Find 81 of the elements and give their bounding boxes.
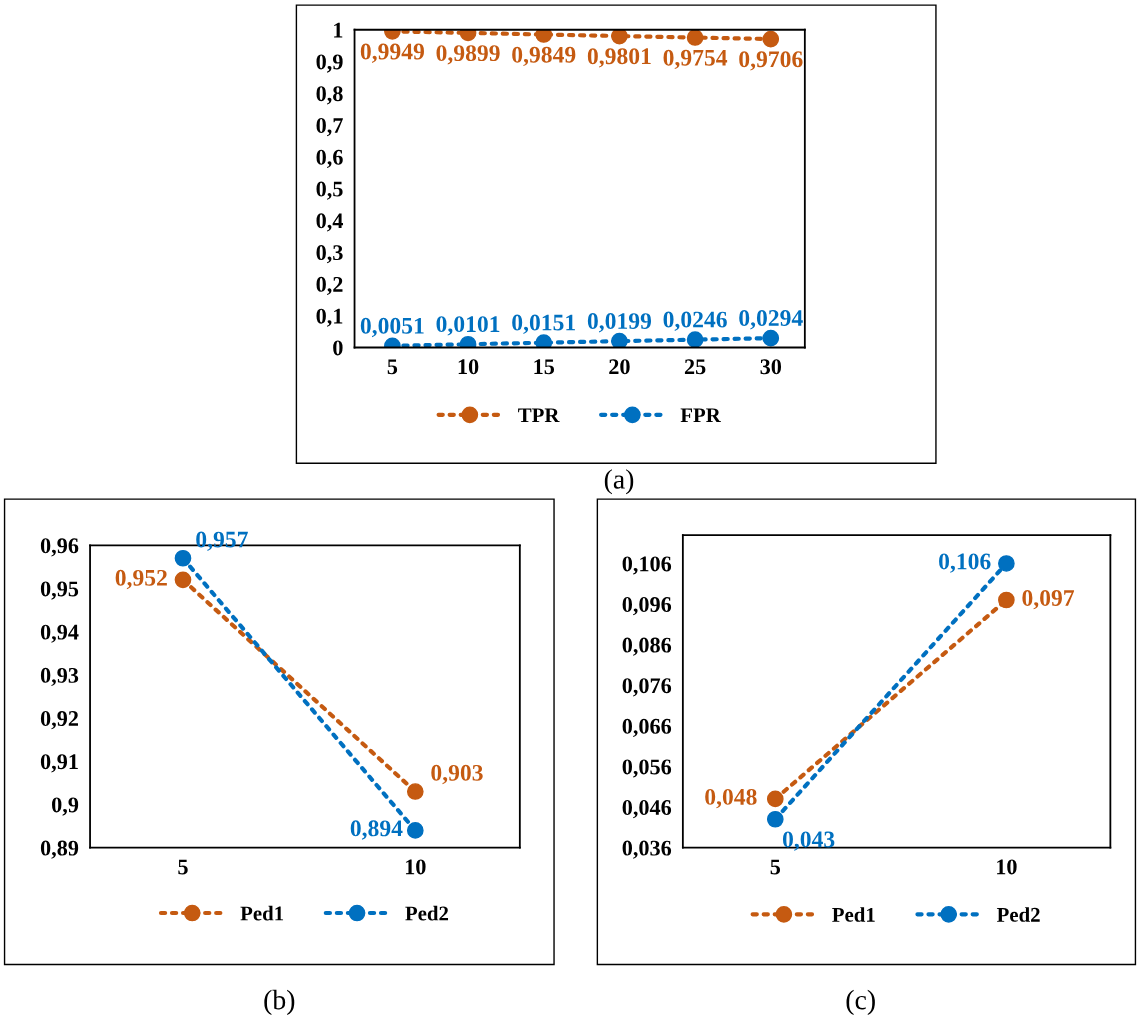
point — [611, 29, 628, 45]
x-tick-label: 10 — [405, 859, 426, 875]
data-label: 0,0246 — [663, 311, 727, 331]
x-tick-label: 15 — [534, 359, 555, 375]
x-tick-label: 5 — [178, 859, 188, 875]
data-label: 0,0051 — [360, 317, 424, 338]
legend-label: Ped1 — [832, 907, 875, 922]
data-label: 0,0101 — [436, 316, 500, 336]
point — [174, 549, 192, 567]
point — [686, 29, 704, 46]
text: (b) — [264, 989, 295, 1016]
y-tick-label: 0,6 — [316, 149, 343, 168]
y-tick-label: 0,086 — [622, 637, 672, 656]
y-tick-label: 0,4 — [316, 213, 344, 232]
data-label: 0,0294 — [739, 310, 803, 330]
y-tick-label: 0,066 — [622, 718, 672, 738]
legend-label: Ped1 — [240, 905, 284, 921]
y-tick-label: 1 — [334, 22, 343, 38]
x-tick-label: 10 — [997, 859, 1017, 875]
y-tick-label: 0,2 — [316, 276, 343, 296]
point — [406, 783, 424, 800]
y-tick-label: 0,92 — [40, 711, 78, 730]
y-tick-label: 0 — [333, 340, 343, 356]
y-tick-label: 0,076 — [622, 678, 672, 697]
data-label: 0,9899 — [436, 45, 500, 65]
y-tick-label: 0,056 — [622, 759, 672, 778]
x-tick-label: 5 — [770, 859, 781, 875]
x-tick-label: 20 — [609, 359, 630, 375]
legend-label: Ped2 — [996, 907, 1040, 922]
y-tick-label: 0,91 — [40, 754, 78, 773]
data-label: 0,0199 — [587, 313, 652, 333]
y-tick-label: 0,096 — [622, 597, 672, 616]
data-label: 0,9801 — [587, 48, 651, 68]
y-tick-label: 0,7 — [316, 117, 343, 137]
y-tick-label: 0,036 — [622, 840, 672, 859]
point — [611, 332, 628, 348]
data-label: 0,043 — [782, 831, 835, 851]
y-tick-label: 0,046 — [622, 800, 672, 819]
y-tick-label: 0,106 — [622, 556, 672, 575]
point — [406, 822, 424, 839]
x-tick-label: 5 — [387, 359, 398, 375]
point — [766, 790, 784, 808]
point — [535, 334, 553, 348]
y-tick-label: 0,89 — [40, 840, 79, 859]
legend-label: FPR — [680, 408, 721, 423]
point — [998, 591, 1015, 609]
point — [998, 555, 1015, 572]
y-tick-label: 0,9 — [52, 797, 79, 816]
point — [766, 810, 784, 828]
data-label: 0,0151 — [512, 314, 575, 334]
point — [762, 30, 780, 48]
y-tick-label: 0,96 — [40, 538, 79, 557]
legend-label: Ped2 — [405, 905, 449, 921]
point — [535, 29, 553, 43]
y-tick-label: 0,9 — [316, 54, 343, 73]
legend-label: TPR — [518, 408, 560, 423]
y-tick-label: 0,5 — [316, 181, 343, 200]
point — [174, 571, 192, 589]
data-label: 0,9949 — [360, 43, 424, 63]
data-label: 0,903 — [431, 764, 483, 785]
y-tick-label: 0,93 — [40, 667, 79, 687]
x-tick-label: 25 — [684, 359, 706, 375]
text: (c) — [846, 989, 875, 1016]
x-tick-label: 10 — [458, 359, 479, 375]
data-label: 0,097 — [1022, 589, 1075, 610]
data-label: 0,106 — [939, 553, 991, 573]
y-tick-label: 0,94 — [40, 624, 79, 643]
text: (a) — [604, 469, 634, 495]
y-tick-label: 0,95 — [40, 581, 79, 600]
data-label: 0,048 — [705, 788, 757, 809]
x-tick-label: 30 — [760, 359, 782, 375]
data-label: 0,952 — [115, 569, 167, 590]
point — [762, 329, 780, 347]
data-label: 0,894 — [350, 820, 403, 840]
data-label: 0,9754 — [663, 49, 728, 70]
y-tick-label: 0,3 — [316, 245, 343, 264]
y-tick-label: 0,1 — [316, 308, 343, 327]
y-tick-label: 0,8 — [316, 86, 343, 105]
point — [686, 331, 704, 348]
data-label: 0,9706 — [739, 51, 803, 71]
data-label: 0,9849 — [512, 46, 576, 67]
